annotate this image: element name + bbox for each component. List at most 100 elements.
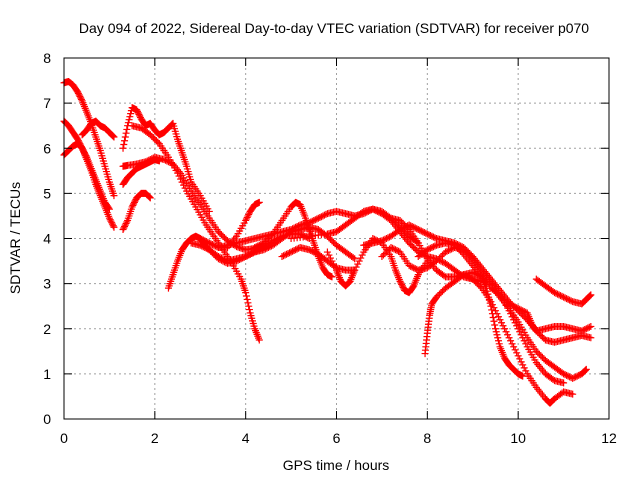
- data-point: [485, 293, 493, 301]
- data-point: [428, 232, 436, 240]
- data-point: [564, 295, 572, 303]
- data-point: [108, 220, 116, 228]
- data-point: [82, 152, 90, 160]
- data-point: [292, 223, 300, 231]
- data-point: [278, 253, 286, 261]
- data-point: [538, 353, 546, 361]
- data-point: [79, 146, 87, 154]
- data-point: [405, 239, 413, 247]
- data-point: [254, 242, 262, 250]
- data-point: [211, 252, 219, 260]
- x-tick-label: 4: [242, 430, 250, 446]
- data-point: [106, 216, 114, 224]
- data-point: [122, 129, 130, 137]
- data-point: [135, 110, 143, 118]
- data-point: [370, 206, 378, 214]
- data-point: [207, 247, 215, 255]
- data-point: [180, 181, 188, 189]
- data-point: [249, 249, 257, 257]
- data-point: [457, 247, 465, 255]
- data-point: [532, 347, 540, 355]
- data-point: [131, 197, 139, 205]
- data-points: [60, 77, 595, 407]
- data-point: [261, 245, 269, 253]
- data-point: [519, 307, 527, 315]
- data-point: [202, 244, 210, 252]
- data-point: [160, 156, 168, 164]
- data-point: [517, 358, 525, 366]
- data-point: [488, 306, 496, 314]
- data-point: [522, 340, 530, 348]
- data-point: [210, 250, 218, 258]
- data-point: [514, 352, 522, 360]
- data-point: [538, 333, 546, 341]
- data-point: [535, 350, 543, 358]
- x-tick-label: 12: [601, 430, 617, 446]
- data-point: [217, 231, 225, 239]
- data-point: [75, 91, 83, 99]
- data-point: [216, 256, 224, 264]
- data-point: [561, 371, 569, 379]
- data-point: [263, 236, 271, 244]
- data-point: [260, 246, 268, 254]
- data-point: [358, 209, 366, 217]
- data-point: [408, 242, 416, 250]
- data-point: [130, 198, 138, 206]
- data-point: [487, 302, 495, 310]
- data-point: [373, 207, 381, 215]
- data-point: [243, 295, 251, 303]
- data-point: [326, 254, 334, 262]
- data-point: [484, 290, 492, 298]
- data-point: [355, 257, 363, 265]
- data-point: [416, 226, 424, 234]
- data-point: [151, 135, 159, 143]
- data-point: [146, 193, 154, 201]
- data-point: [121, 133, 129, 141]
- data-point: [510, 343, 518, 351]
- data-point: [216, 229, 224, 237]
- data-point: [579, 326, 587, 334]
- data-point: [81, 150, 89, 158]
- data-point: [511, 346, 519, 354]
- data-point: [437, 289, 445, 297]
- data-point: [105, 205, 113, 213]
- data-point: [514, 325, 522, 333]
- data-point: [242, 292, 250, 300]
- data-point: [322, 210, 330, 218]
- data-point: [128, 203, 136, 211]
- series-track-12: [196, 198, 263, 252]
- data-point: [220, 258, 228, 266]
- data-point: [407, 262, 415, 270]
- data-point: [124, 119, 132, 127]
- data-point: [290, 247, 298, 255]
- data-point: [196, 241, 204, 249]
- y-tick-label: 4: [43, 231, 51, 247]
- data-point: [154, 138, 162, 146]
- data-point: [494, 313, 502, 321]
- data-point: [407, 241, 415, 249]
- grid-lines: [64, 58, 609, 419]
- data-point: [496, 291, 504, 299]
- data-point: [413, 225, 421, 233]
- data-point: [496, 316, 504, 324]
- data-point: [108, 131, 116, 139]
- data-point: [537, 352, 545, 360]
- data-point: [396, 225, 404, 233]
- data-point: [445, 247, 453, 255]
- data-point: [80, 149, 88, 157]
- data-point: [422, 229, 430, 237]
- data-point: [199, 236, 207, 244]
- data-point: [134, 109, 142, 117]
- y-tick-label: 2: [43, 321, 51, 337]
- data-point: [437, 253, 445, 261]
- data-point: [289, 225, 297, 233]
- data-point: [501, 325, 509, 333]
- data-point: [381, 250, 389, 258]
- data-point: [587, 322, 595, 330]
- data-point: [508, 340, 516, 348]
- data-point: [77, 95, 85, 103]
- data-point: [292, 246, 300, 254]
- data-point: [244, 299, 252, 307]
- data-point: [440, 272, 448, 280]
- data-point: [582, 325, 590, 333]
